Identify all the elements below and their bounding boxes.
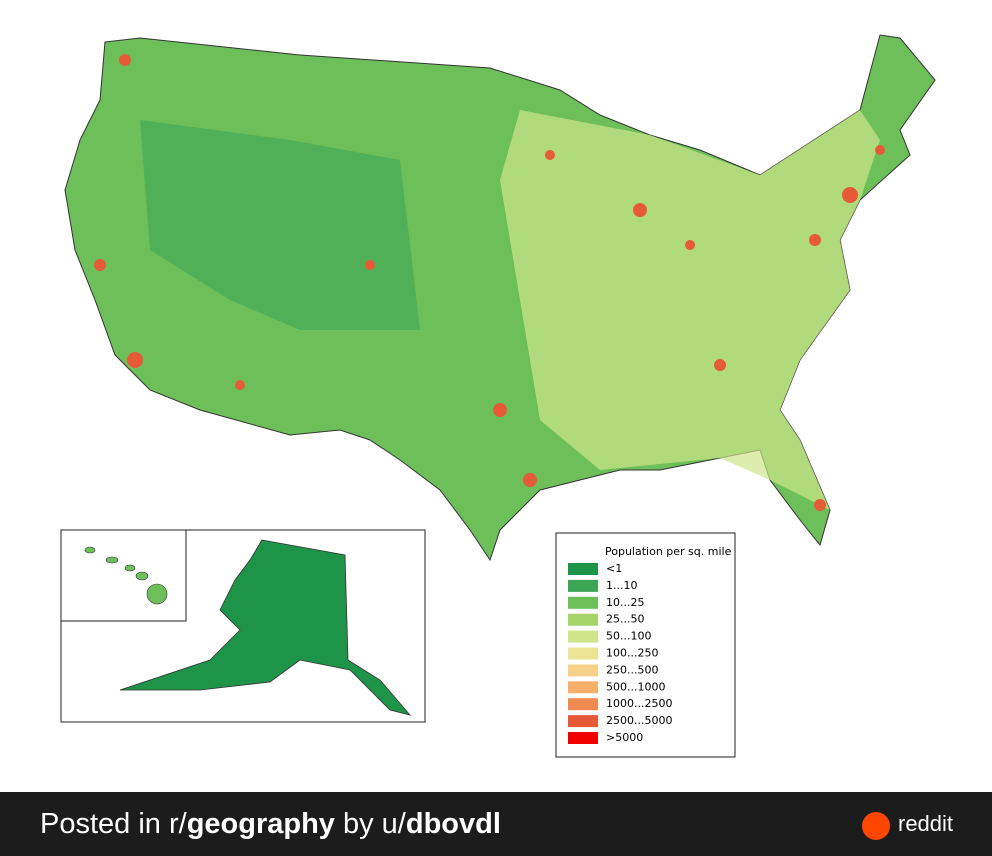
legend-label: 2500...5000 (606, 714, 672, 727)
hawaii (84, 546, 168, 605)
legend-label: 10...25 (606, 596, 644, 609)
legend: Population per sq. mile <1 1...10 10...25 2… (555, 532, 736, 758)
map: Population per sq. mile <1 1...10 10...25 2… (60, 34, 936, 758)
legend-label: >5000 (606, 731, 643, 744)
legend-swatch (568, 681, 598, 694)
subreddit[interactable]: geography (186, 808, 335, 840)
hawaii-frame (60, 529, 187, 622)
legend-swatch (568, 596, 598, 609)
legend-swatch (568, 715, 598, 728)
legend-swatch (568, 613, 598, 626)
legend-swatch (568, 563, 598, 575)
legend-label: 50...100 (606, 630, 651, 643)
post-line: Posted in r/geography by u/dbovdl (40, 808, 501, 841)
footer: Posted in r/geography by u/dbovdl reddit (0, 792, 992, 856)
legend-label: <1 (606, 562, 622, 575)
east-region (500, 110, 880, 510)
legend-label: 1...10 (606, 579, 638, 592)
brand: reddit (898, 811, 954, 836)
legend-label: 100...250 (606, 647, 658, 660)
legend-swatch (568, 664, 598, 677)
alaska (119, 539, 412, 716)
username[interactable]: dbovdl (405, 808, 501, 840)
legend-swatch (568, 732, 598, 744)
legend-swatch (568, 698, 598, 711)
west-region (140, 120, 420, 330)
legend-swatch (568, 579, 598, 592)
city-spots (94, 54, 885, 511)
legend-label: 250...500 (606, 663, 658, 676)
legend-label: 25...50 (606, 613, 644, 626)
post-prefix: Posted in r/ (40, 808, 187, 840)
reddit-logo (862, 812, 890, 840)
inset-frame (60, 529, 426, 723)
legend-swatch (568, 630, 598, 643)
legend-title: Population per sq. mile (605, 545, 732, 558)
legend-label: 500...1000 (606, 680, 665, 693)
legend-swatch (568, 647, 598, 660)
post-middle: by u/ (334, 808, 406, 840)
legend-label: 1000...2500 (606, 697, 672, 710)
